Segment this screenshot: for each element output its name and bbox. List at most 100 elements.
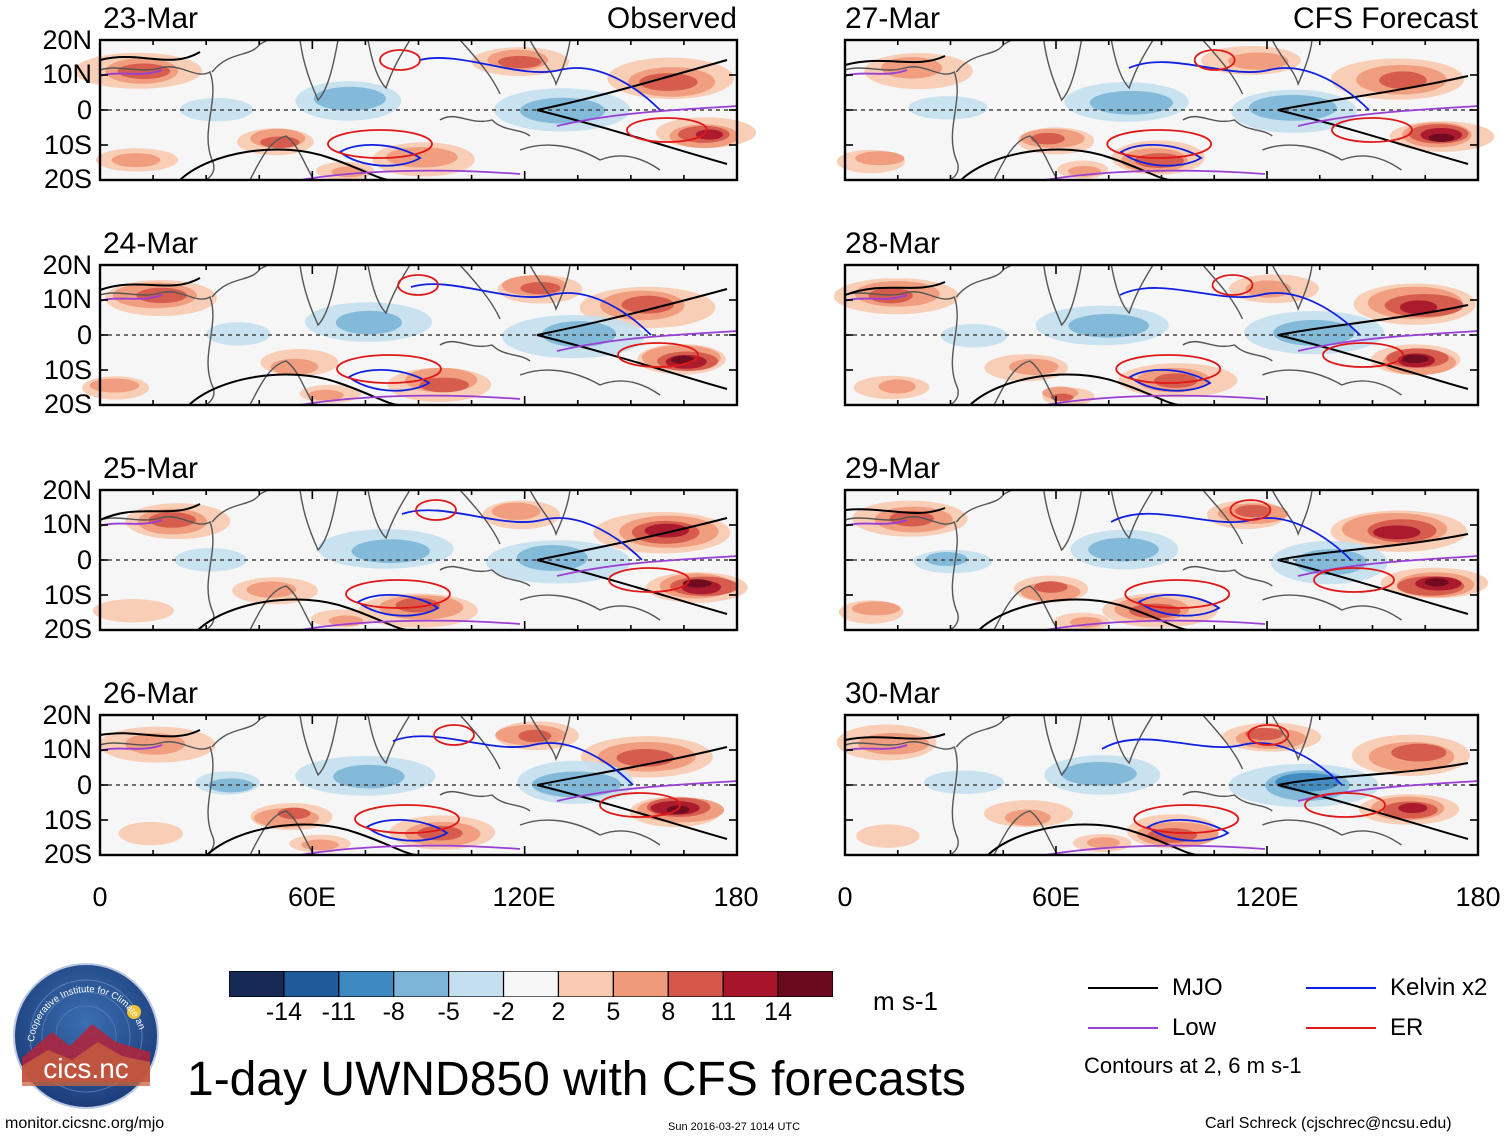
anomaly-cell: [518, 729, 552, 743]
anomaly-shading: [92, 500, 748, 628]
contour-er: [1331, 117, 1413, 143]
contour-low: [1297, 330, 1479, 352]
contour-low: [299, 169, 521, 181]
date-label: 26-Mar: [103, 677, 199, 710]
coastline: [1182, 790, 1273, 812]
contour-mjo: [844, 507, 946, 514]
anomaly-cell: [639, 73, 698, 91]
coastline: [439, 115, 531, 137]
contour-er: [397, 274, 439, 296]
coastline: [1043, 39, 1083, 102]
coastline: [439, 790, 531, 812]
lat-tick: 10S: [43, 130, 92, 160]
lat-tick: 20N: [42, 700, 92, 730]
tick-marks: [99, 714, 738, 856]
colorbar-swatch: [612, 971, 669, 997]
wave-contours: [99, 274, 738, 406]
lat-tick: 20S: [43, 614, 92, 644]
contour-mjo: [1277, 533, 1469, 615]
contour-er: [1313, 567, 1395, 593]
anomaly-cell: [92, 599, 174, 623]
anomaly-cell: [520, 281, 561, 295]
anomaly-cell: [335, 310, 402, 335]
contour-kelvin: [365, 818, 449, 842]
anomaly-cell: [395, 597, 440, 613]
contour-mjo: [536, 746, 728, 840]
logo-wordmark: cics.nc: [43, 1053, 129, 1084]
anomaly-cell: [1228, 52, 1289, 70]
lat-tick: 20S: [43, 164, 92, 194]
anomaly-cell: [301, 839, 339, 851]
colorbar-tick: -11: [321, 998, 356, 1026]
date-label: 28-Mar: [845, 227, 941, 260]
coastline: [439, 340, 531, 362]
contour-mjo: [536, 288, 728, 390]
coastline: [249, 585, 315, 631]
contour-er: [1322, 342, 1404, 368]
contour-low: [556, 780, 738, 802]
contour-er: [599, 792, 681, 818]
contour-mjo: [969, 373, 1181, 406]
colorbar-swatch: [502, 971, 560, 997]
colorbar-tick: -8: [382, 998, 405, 1026]
coastline: [993, 585, 1059, 631]
column-header-observed: Observed: [606, 2, 737, 35]
contour-er: [354, 804, 460, 834]
coastline: [1043, 714, 1083, 777]
footer-url[interactable]: monitor.cicsnc.org/mjo: [5, 1115, 165, 1132]
lat-tick: 0: [76, 95, 92, 125]
lat-tick: 0: [76, 545, 92, 575]
footer-timestamp: Sun 2016-03-27 1014 UTC: [668, 1121, 801, 1133]
coastline: [1271, 714, 1313, 762]
contour-mjo: [536, 517, 728, 615]
anomaly-cell: [246, 581, 297, 598]
contour-mjo: [99, 729, 201, 738]
contour-mjo: [99, 277, 201, 291]
contour-low: [1297, 105, 1479, 127]
contour-mjo: [206, 823, 418, 856]
panel-obs-1: [74, 38, 757, 182]
anomaly-cell: [118, 821, 183, 846]
contour-er: [1133, 804, 1240, 834]
panel-obs-4: [98, 713, 739, 857]
contour-kelvin: [1146, 818, 1230, 842]
anomaly-cell: [351, 539, 430, 564]
contour-low: [1044, 394, 1266, 406]
coastline: [249, 135, 315, 181]
legend-label-mjo: MJO: [1172, 974, 1223, 1001]
lat-tick: 10S: [43, 580, 92, 610]
colorbar-swatch: [393, 971, 450, 997]
coastlines: [844, 489, 1402, 631]
coastline: [1043, 264, 1083, 327]
contour-kelvin: [338, 143, 422, 167]
contour-mjo: [197, 598, 409, 631]
anomaly-cell: [333, 764, 405, 789]
anomaly-cell: [621, 295, 674, 314]
coastline: [1262, 819, 1402, 846]
contour-low: [1297, 555, 1479, 577]
date-label: 23-Mar: [103, 2, 199, 35]
coastline: [1202, 489, 1244, 545]
anomaly-cell: [117, 63, 171, 79]
coastlines: [844, 264, 1402, 406]
coastline: [459, 714, 501, 770]
contour-kelvin: [1119, 287, 1361, 336]
contour-note: Contours at 2, 6 m s-1: [1084, 1053, 1302, 1078]
colorbar-swatch: [557, 971, 614, 997]
contour-er: [327, 129, 433, 159]
colorbar-tick: -2: [492, 998, 515, 1026]
anomaly-cell: [1400, 354, 1429, 364]
panel-obs-3: [92, 488, 748, 632]
anomaly-cell: [1245, 727, 1284, 741]
coastline: [439, 565, 531, 587]
tick-marks: [844, 264, 1479, 406]
anomaly-cell: [1379, 71, 1427, 90]
coastline: [249, 360, 315, 406]
date-label: 27-Mar: [845, 2, 941, 35]
contour-er: [1106, 129, 1213, 159]
anomaly-cell: [1398, 802, 1428, 814]
anomaly-cell: [270, 358, 319, 375]
contour-mjo: [536, 59, 728, 165]
lat-tick: 20N: [42, 25, 92, 55]
wave-contours: [99, 499, 738, 631]
